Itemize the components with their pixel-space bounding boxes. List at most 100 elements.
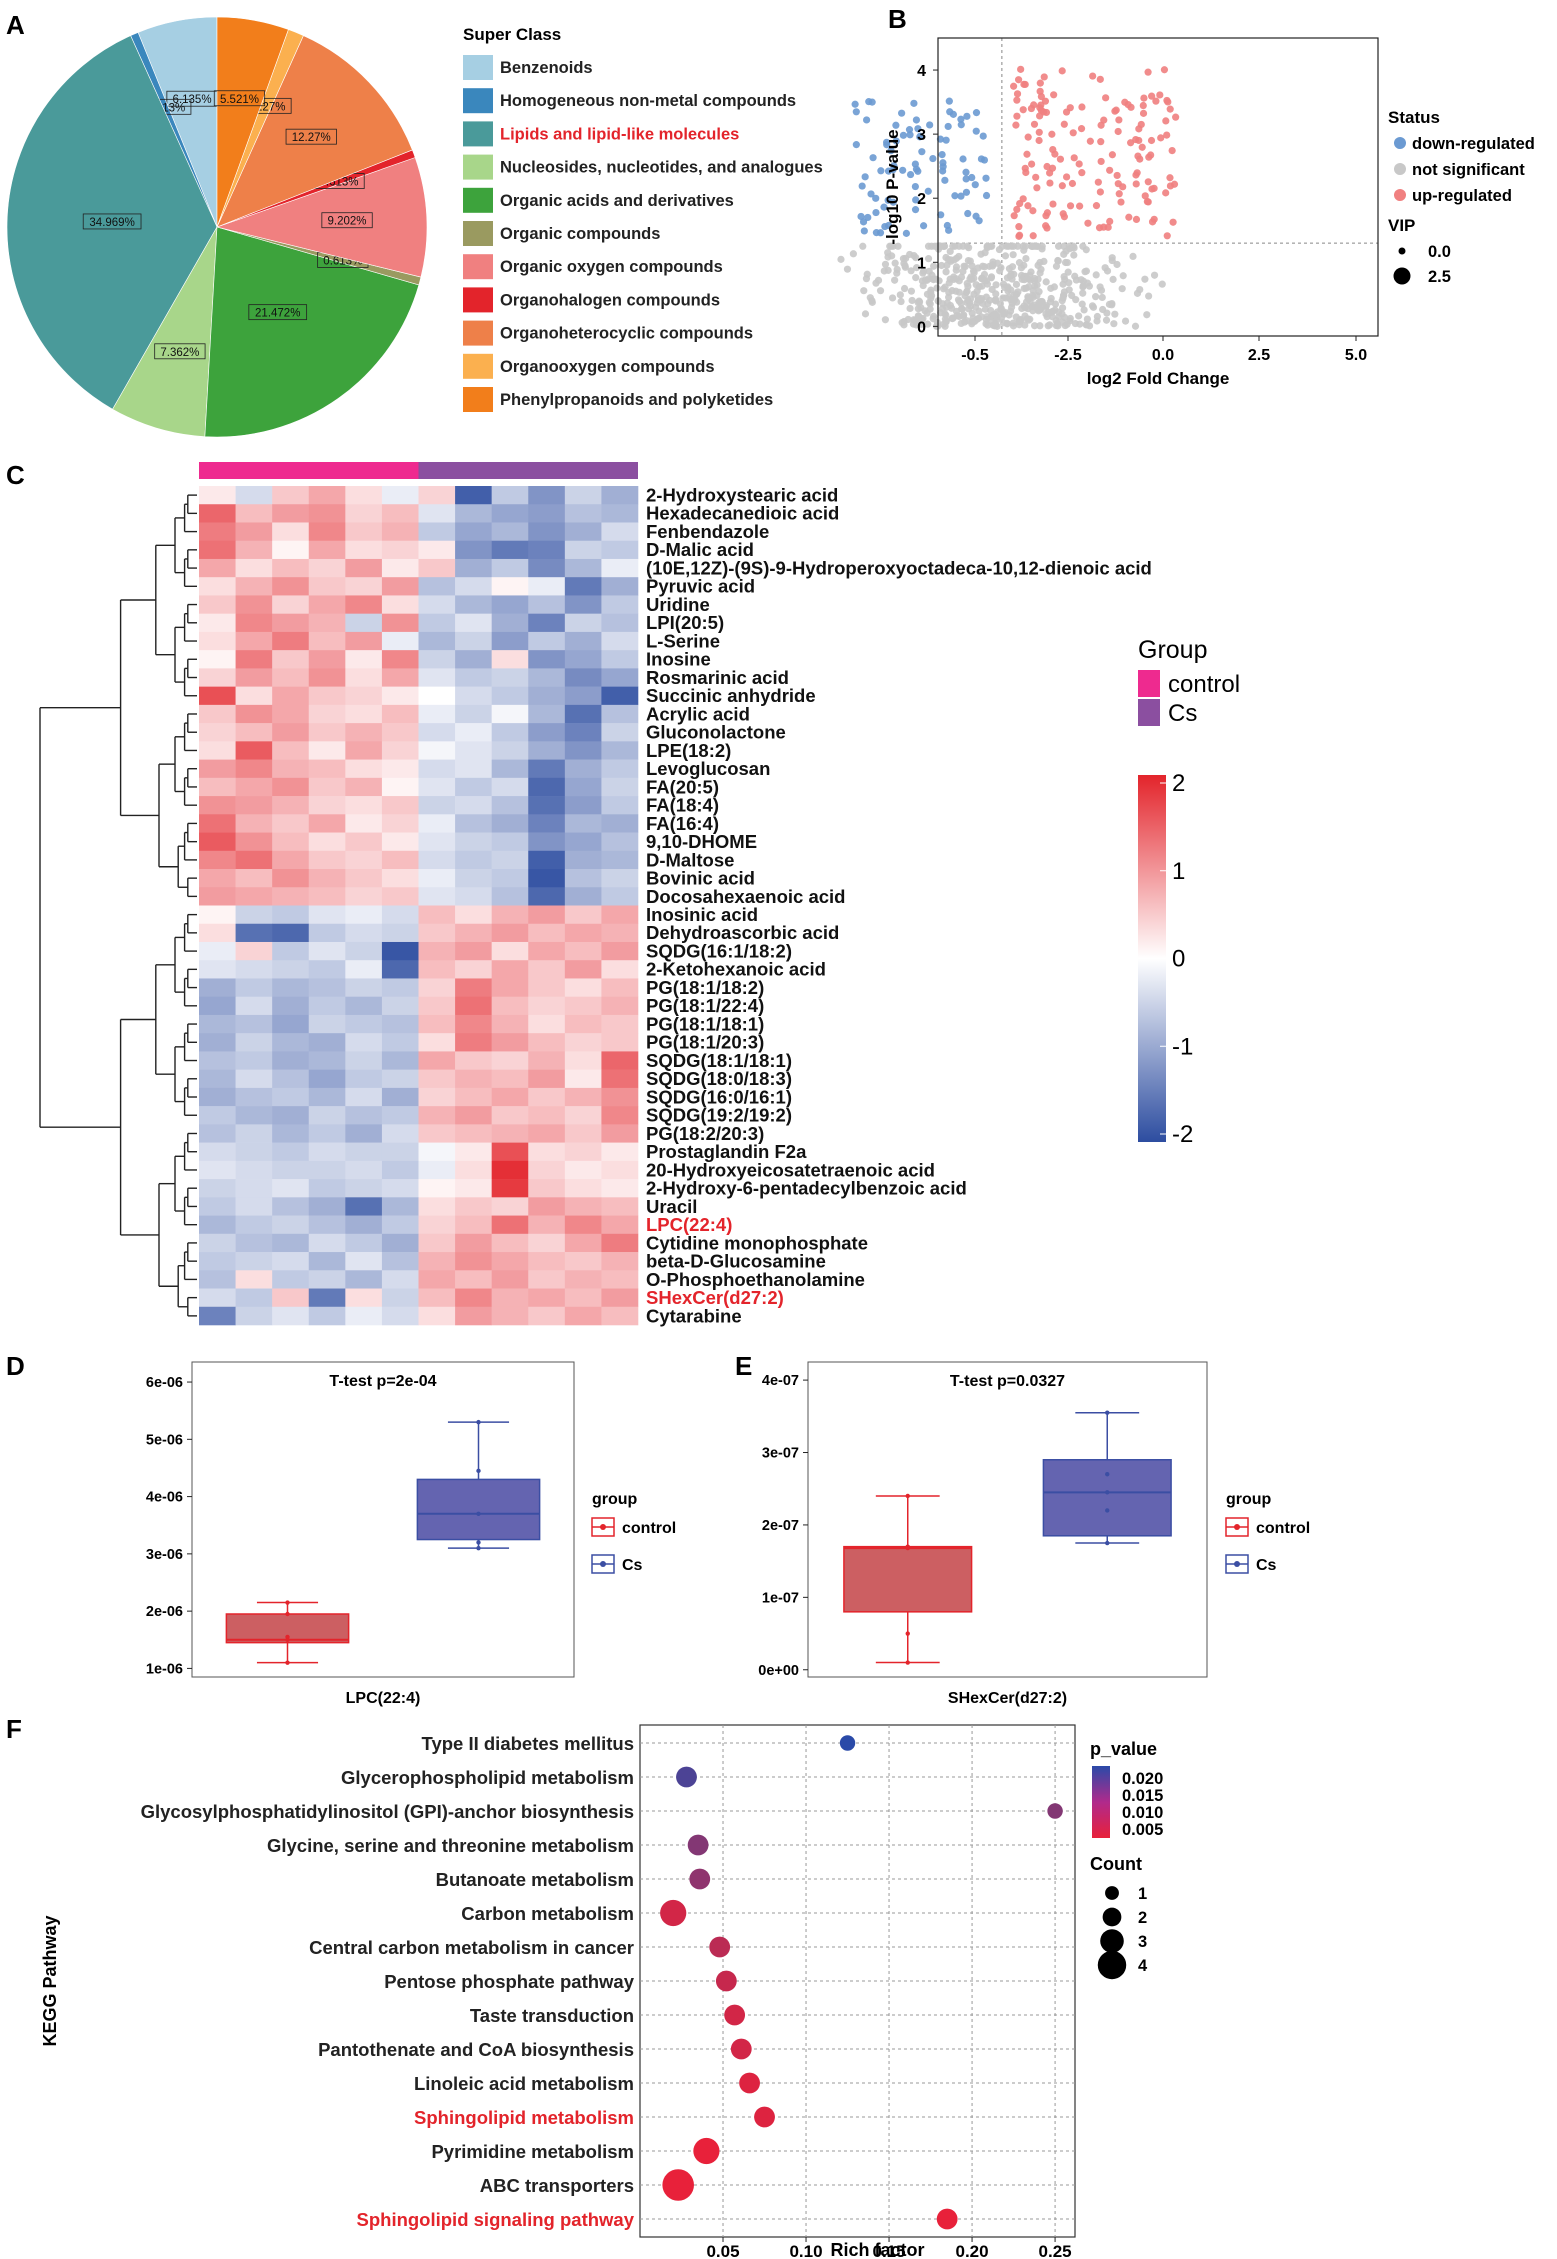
heatmap-cell: [235, 1069, 273, 1089]
heatmap-cell: [308, 540, 346, 560]
heatmap-cell: [199, 1142, 236, 1162]
volcano-point: [987, 273, 996, 281]
volcano-point: [1022, 255, 1030, 263]
volcano-point: [899, 255, 908, 263]
heatmap-cell: [199, 1179, 236, 1198]
heatmap-cell: [308, 796, 346, 815]
heatmap-cell: [345, 796, 383, 815]
heatmap-cell: [455, 905, 492, 925]
heatmap-cell: [345, 1233, 383, 1253]
heatmap-cell: [491, 832, 529, 852]
heatmap-cell: [235, 887, 273, 906]
volcano-point: [1117, 198, 1125, 206]
ttest-title: T-test p=2e-04: [329, 1373, 436, 1390]
volcano-point: [1060, 242, 1068, 250]
count-legend-label: 2: [1138, 1909, 1147, 1927]
heatmap-cell: [272, 887, 310, 906]
y-tick-label: 3e-06: [146, 1547, 183, 1563]
volcano-point: [906, 304, 914, 313]
volcano-point: [1145, 292, 1153, 300]
volcano-point: [849, 250, 857, 258]
volcano-point: [992, 296, 1000, 304]
heatmap-cell: [345, 1197, 383, 1216]
heatmap-cell: [308, 631, 346, 651]
heatmap-cell: [345, 905, 383, 925]
volcano-point: [1053, 320, 1061, 328]
volcano-point: [919, 269, 927, 277]
heatmap-cell: [381, 1215, 419, 1235]
pie-label-box: [82, 213, 142, 230]
heatmap-cell: [601, 941, 639, 961]
kegg-pathway-label: Pentose phosphate pathway: [384, 1971, 635, 1992]
volcano-point: [1125, 213, 1133, 221]
heatmap-cell: [418, 1252, 456, 1271]
volcano-point: [1113, 171, 1121, 180]
volcano-point: [1093, 317, 1101, 325]
volcano-point: [1028, 291, 1037, 300]
heatmap-cell: [345, 522, 383, 542]
box-point: [285, 1634, 290, 1640]
volcano-point: [1033, 184, 1041, 192]
volcano-point: [1065, 286, 1073, 294]
heatmap-cell: [528, 759, 566, 779]
heatmap-cell: [235, 540, 273, 560]
heatmap-cell: [381, 741, 419, 760]
volcano-point: [1160, 66, 1169, 74]
volcano-point: [1010, 291, 1018, 299]
heatmap-cell: [199, 1197, 236, 1216]
volcano-point: [1056, 155, 1065, 163]
heatmap-cell: [528, 558, 566, 578]
x-tick-label: 5.0: [1345, 347, 1367, 364]
heatmap-cell: [601, 1270, 639, 1289]
heatmap-row-label: Inosine: [646, 649, 711, 670]
y-tick-label: 2e-06: [146, 1604, 183, 1620]
volcano-point: [1115, 190, 1123, 198]
volcano-point: [907, 267, 915, 275]
volcano-point: [1031, 282, 1039, 290]
panel-label-d: D: [6, 1351, 25, 1381]
heatmap-row-label: SQDG(16:1/18:2): [646, 940, 792, 961]
volcano-point: [1009, 242, 1018, 250]
volcano-point: [1070, 154, 1078, 162]
volcano-point: [1096, 283, 1104, 291]
volcano-point: [1010, 212, 1018, 220]
volcano-point: [1139, 109, 1148, 117]
kegg-bubble: [709, 1936, 731, 1958]
volcano-point: [1110, 320, 1118, 328]
heatmap-cell: [345, 741, 383, 760]
box-point: [285, 1660, 290, 1665]
heatmap-cell: [345, 1087, 383, 1107]
heatmap-cell: [272, 960, 310, 979]
heatmap-cell: [381, 1197, 419, 1216]
heatmap-cell: [381, 504, 419, 523]
volcano-point: [1075, 312, 1083, 320]
heatmap-cell: [491, 1033, 529, 1052]
volcano-point: [1036, 79, 1044, 87]
heatmap-cell: [418, 1215, 456, 1235]
heatmap-cell: [308, 595, 346, 614]
volcano-point: [1111, 107, 1119, 115]
heatmap-cell: [272, 1033, 310, 1052]
volcano-point: [1132, 171, 1140, 179]
heatmap-cell: [308, 1142, 346, 1162]
heatmap-row-label: PG(18:1/18:2): [646, 977, 764, 998]
volcano-point: [960, 262, 968, 270]
volcano-point: [1028, 160, 1036, 168]
group-bar-control: [199, 462, 419, 479]
heatmap-cell: [601, 978, 639, 997]
volcano-point: [949, 110, 957, 118]
heatmap-cell: [564, 832, 602, 852]
heatmap-cell: [601, 1215, 639, 1235]
heatmap-cell: [491, 558, 529, 578]
heatmap-cell: [601, 723, 639, 742]
volcano-point: [872, 279, 880, 287]
volcano-point: [1007, 270, 1015, 278]
heatmap-cell: [272, 504, 310, 523]
heatmap-cell: [564, 613, 602, 633]
volcano-point: [876, 229, 885, 237]
heatmap-cell: [345, 1306, 383, 1326]
heatmap-cell: [564, 1160, 602, 1180]
volcano-point: [865, 98, 873, 106]
kegg-bubble-panel: Type II diabetes mellitus Glycerophosphol…: [40, 1724, 1163, 2259]
heatmap-cell: [528, 941, 566, 961]
